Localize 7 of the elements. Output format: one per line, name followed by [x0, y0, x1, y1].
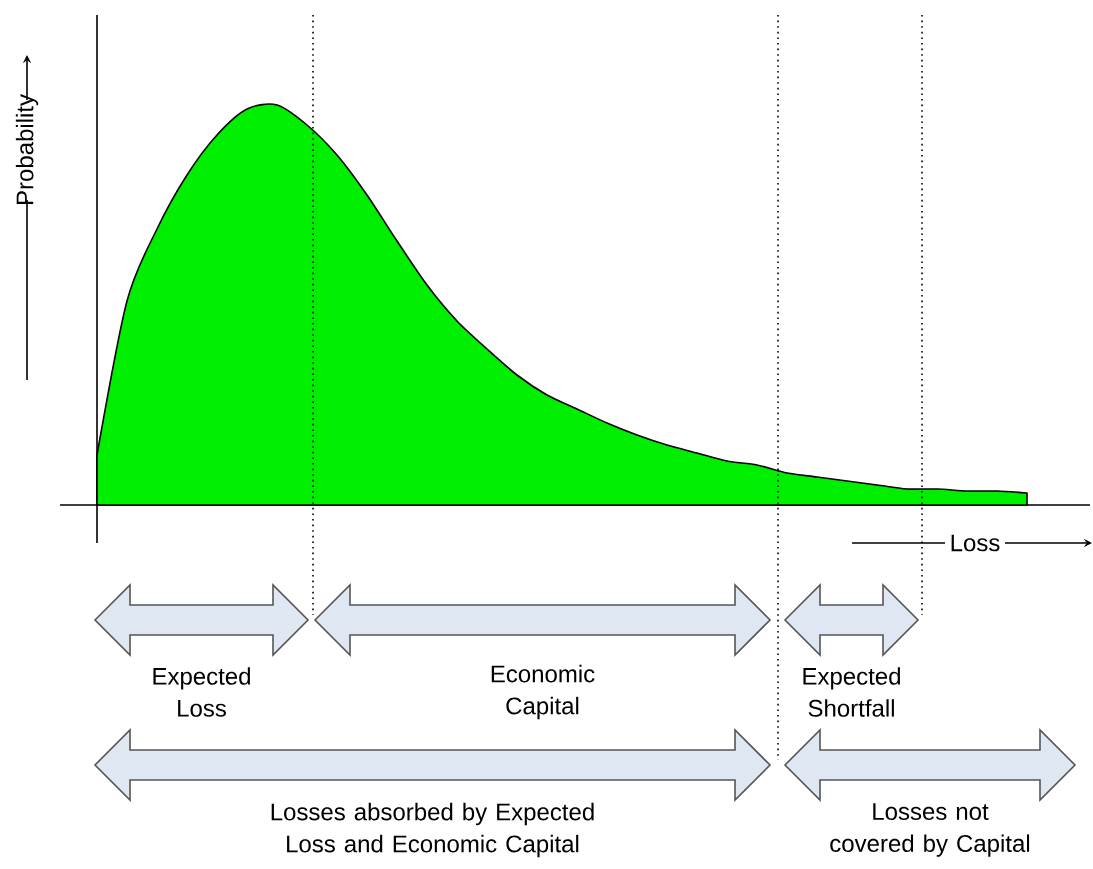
text: Losses absorbed by Expected Loss and Economic Capital [271, 802, 594, 858]
text: Expected Loss [153, 667, 250, 717]
text: Economic Capital [491, 664, 595, 720]
text: Expected Shortfall [803, 667, 900, 717]
y-axis-title: Probability [15, 94, 39, 205]
text: Losses not covered by Capital [830, 803, 1030, 857]
x-axis-title: Loss [951, 534, 1000, 552]
